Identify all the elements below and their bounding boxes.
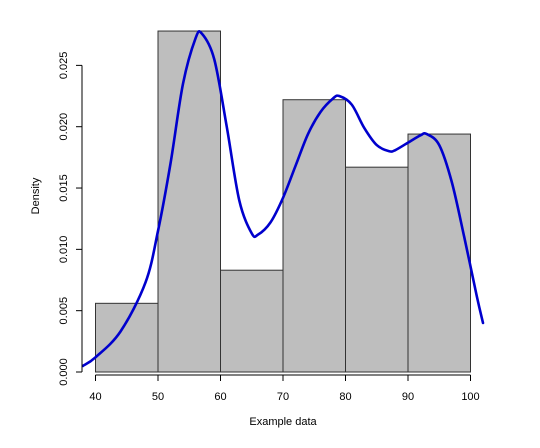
x-tick-label: 60 xyxy=(214,391,226,403)
x-tick-label: 40 xyxy=(89,391,101,403)
axes-layer: 40 50 60 70 80 90 100 0.000 0.005 0.010 0.015 0.020… xyxy=(58,52,480,403)
histogram-bar-1 xyxy=(157,30,221,373)
x-tick-label: 70 xyxy=(277,391,289,403)
y-tick-label: 0.005 xyxy=(58,297,70,325)
x-axis-title: Example data xyxy=(249,416,317,428)
y-tick-label: 0.000 xyxy=(58,358,70,386)
y-axis-title: Density xyxy=(30,177,42,214)
histogram-bar-5 xyxy=(407,133,471,373)
density-curve xyxy=(81,30,485,368)
y-tick-label: 0.010 xyxy=(58,236,70,264)
x-tick-label: 80 xyxy=(339,391,351,403)
x-tick-label: 100 xyxy=(461,391,479,403)
curve-layer xyxy=(81,30,485,368)
bars-layer xyxy=(95,30,471,373)
y-tick-label: 0.015 xyxy=(58,174,70,202)
x-tick-label: 50 xyxy=(152,391,164,403)
y-tick-label: 0.020 xyxy=(58,113,70,141)
histogram-bar-0 xyxy=(95,302,159,373)
histogram-bar-2 xyxy=(220,269,284,373)
x-tick-label: 90 xyxy=(402,391,414,403)
histogram-bar-3 xyxy=(282,99,346,373)
histogram-bar-4 xyxy=(345,166,409,373)
y-tick-label: 0.025 xyxy=(58,52,70,80)
